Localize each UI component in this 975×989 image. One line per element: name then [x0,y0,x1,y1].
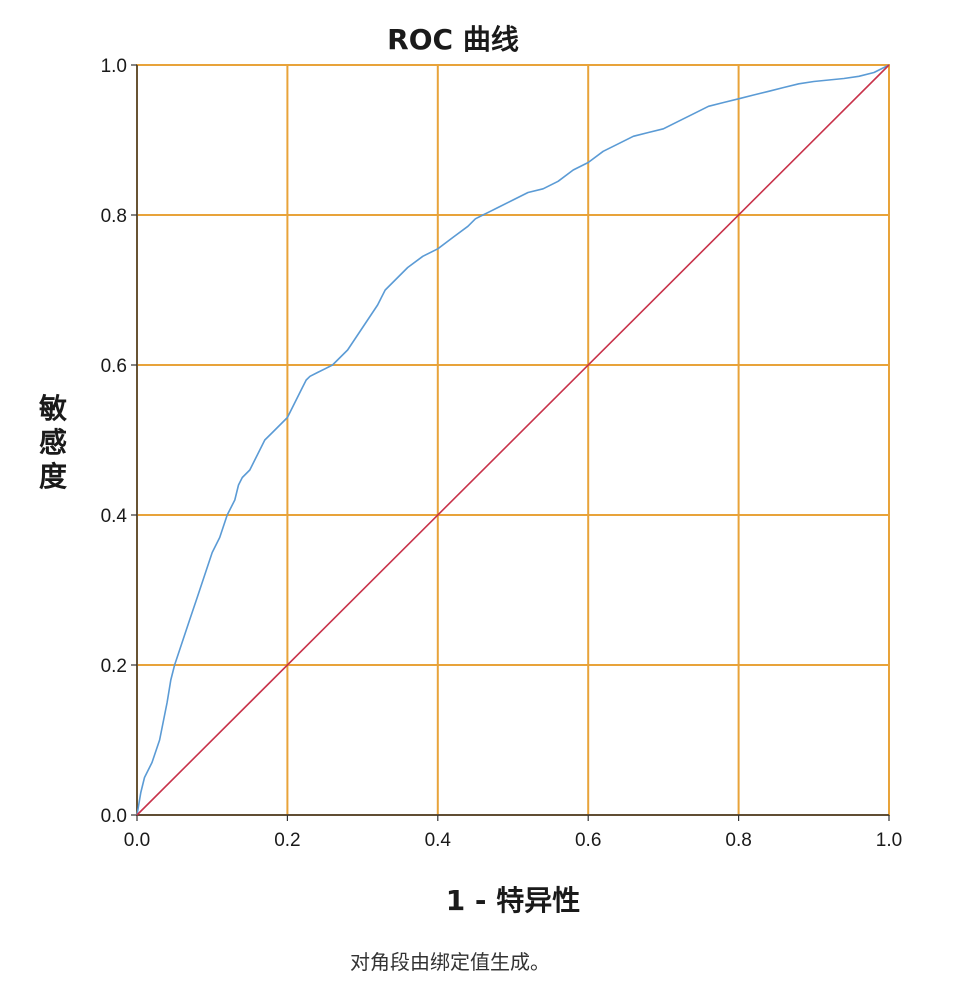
y-axis-label-char: 敏 [38,392,67,425]
x-tick-label: 0.8 [725,830,751,851]
footnote: 对角段由绑定值生成。 [350,950,550,974]
y-axis-label-char: 感 [39,426,67,459]
reference-diagonal [136,64,890,816]
y-tick-label: 0.8 [101,206,127,227]
x-tick-label: 0.0 [124,830,150,851]
x-tick-label: 1.0 [876,830,902,851]
chart-title: ROC 曲线 [387,23,519,56]
x-axis-ticks: 0.0 0.2 0.4 0.6 0.8 1.0 [124,814,902,851]
x-tick-label: 0.6 [575,830,601,851]
y-axis-label-group: 敏感度 [38,392,67,493]
y-axis-ticks: 0.0 0.2 0.4 0.6 0.8 1.0 [101,56,138,827]
y-tick-label: 0.4 [101,506,128,527]
x-tick-label: 0.2 [274,830,300,851]
x-tick-label: 0.4 [425,830,452,851]
y-axis-label: 敏感度 [38,392,67,493]
y-tick-label: 1.0 [101,56,127,77]
roc-curve [136,64,890,816]
y-tick-label: 0.0 [101,806,127,827]
y-axis-label-char: 度 [39,460,67,493]
y-tick-label: 0.2 [101,656,127,677]
plot-series [136,64,890,816]
x-axis-label: 1 - 特异性 [446,884,581,917]
y-tick-label: 0.6 [101,356,127,377]
